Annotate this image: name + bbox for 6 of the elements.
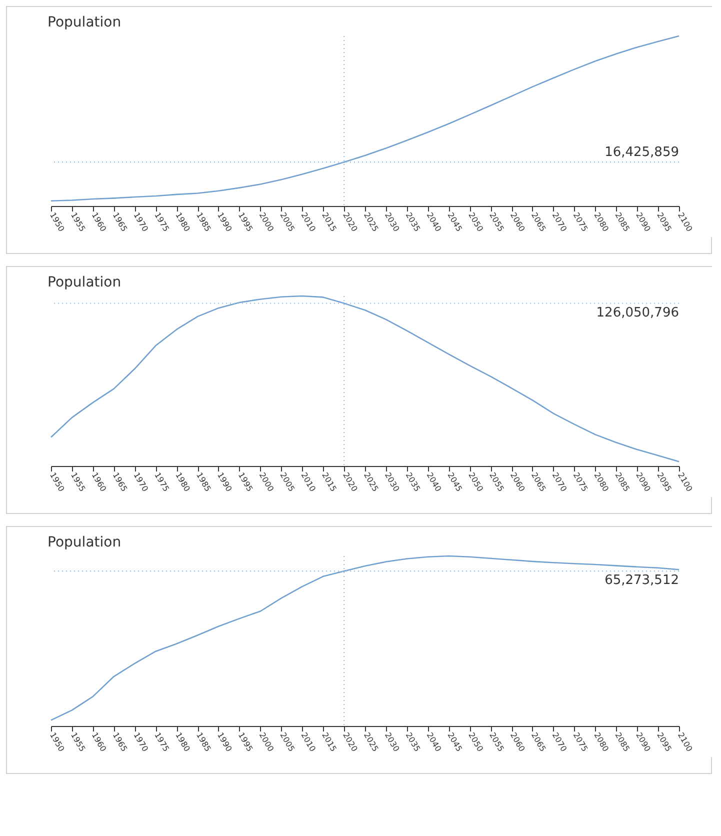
annotation: 126,050,796	[596, 305, 679, 320]
chart-title: Population	[48, 274, 122, 290]
chart-title: Population	[48, 14, 122, 30]
annotation: 16,425,859	[604, 145, 679, 160]
chart-title: Population	[48, 534, 122, 550]
annotation: 65,273,512	[604, 573, 679, 588]
